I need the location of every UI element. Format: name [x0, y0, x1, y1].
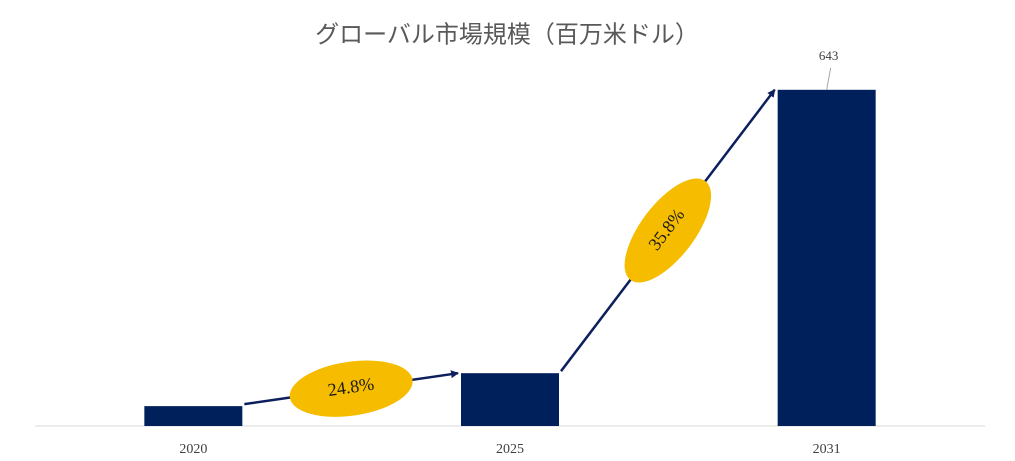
data-label: 643 — [819, 48, 839, 63]
x-tick-label: 2020 — [179, 442, 207, 457]
label-leader — [826, 67, 832, 90]
bar — [144, 406, 243, 426]
bar — [777, 89, 876, 426]
chart-title: グローバル市場規模（百万米ドル） — [315, 22, 699, 49]
growth-badge — [289, 360, 413, 417]
x-tick-label: 2025 — [496, 442, 524, 457]
x-tick-label: 2031 — [813, 442, 841, 457]
growth-badge — [624, 178, 712, 283]
bar — [461, 373, 559, 426]
